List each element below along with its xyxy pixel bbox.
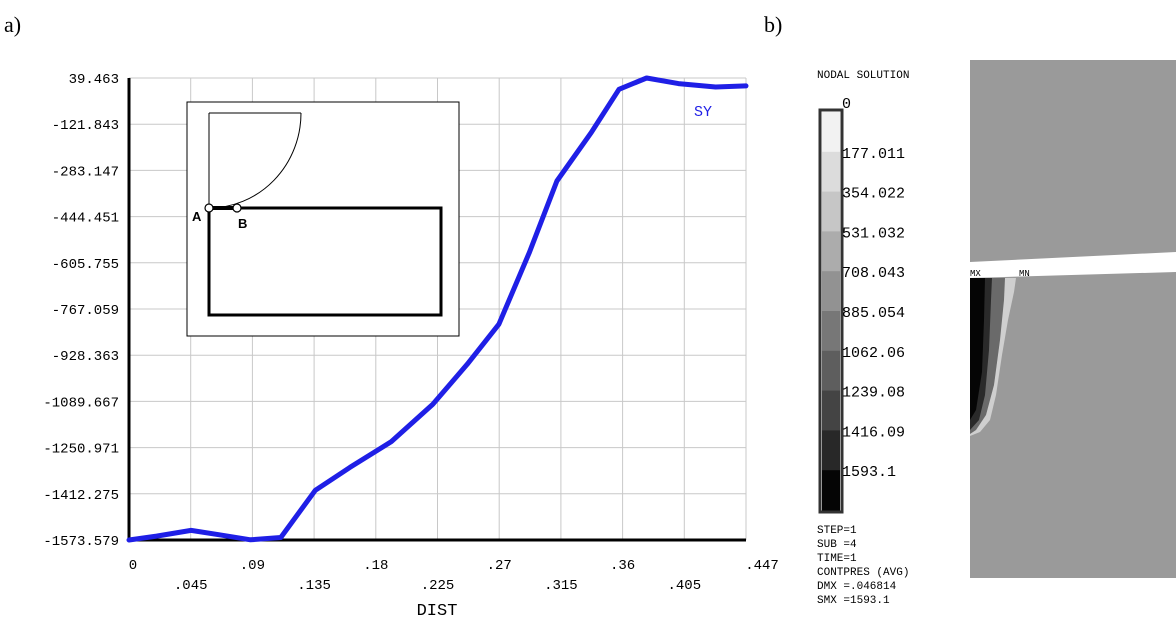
inset-point-b-label: B [238,216,247,231]
legend-level-label: 885.054 [842,305,905,322]
y-tick-label: 39.463 [69,72,119,88]
contact-gap [970,252,1176,278]
y-tick-label: -605.755 [52,257,119,273]
info-line: STEP=1 [817,525,857,537]
y-tick-label: -1089.667 [43,395,119,411]
legend-level-label: 531.032 [842,225,905,242]
legend-level-label: 1593.1 [842,464,896,481]
contour-legend: NODAL SOLUTION 0 177.011 354.022 531.032 708… [817,70,909,607]
inset-diagram: A B [186,101,460,337]
inset-block [207,206,443,317]
legend-title: NODAL SOLUTION [817,70,909,82]
legend-band [822,470,840,511]
legend-band [822,430,840,471]
legend-band [822,271,840,312]
series-label-sy: SY [694,104,712,121]
x-tick-label: .447 [745,558,779,574]
x-tick-label: .135 [297,578,331,594]
legend-band [822,151,840,193]
legend-level-label: 708.043 [842,265,905,282]
y-tick-label: -767.059 [52,303,119,319]
legend-level-label: 1239.08 [842,385,905,402]
y-tick-label: -1573.579 [43,534,119,550]
legend-band [822,191,840,232]
x-tick-label: .405 [667,578,701,594]
x-tick-label: .36 [610,558,635,574]
legend-band [822,231,840,272]
series-line-sy [126,75,749,543]
y-tick-label: -928.363 [52,349,119,365]
y-tick-label: -1250.971 [43,442,119,458]
inset-frame [186,101,460,337]
x-axis-label: DIST [417,602,458,621]
info-line: TIME=1 [817,553,857,565]
info-line: DMX =.046814 [817,581,897,593]
line-chart: 39.463 -121.843 -283.147 -444.451 -605.755 -7… [43,72,778,621]
mx-marker-label: MX [970,269,981,279]
legend-level-label: 0 [842,96,851,113]
legend-frame [818,108,844,514]
y-tick-label: -283.147 [52,164,119,180]
legend-level-label: 177.011 [842,146,905,163]
legend-level-label: 1416.09 [842,424,905,441]
inset-contact-arc [208,112,302,209]
inset-point-b [232,203,242,213]
x-tick-label: .225 [421,578,455,594]
info-line: SMX =1593.1 [817,595,890,607]
x-tick-label: .27 [487,558,512,574]
contact-zone-max [970,278,985,420]
legend-bands [822,112,840,511]
inset-point-a [204,203,214,213]
contour-plot: MX MN [970,60,1176,578]
x-tick-label: .18 [363,558,388,574]
legend-band [822,390,840,431]
legend-level-label: 1062.06 [842,345,905,362]
mn-marker-label: MN [1019,269,1030,279]
inset-point-a-label: A [192,209,202,224]
panel-a-label: a) [4,12,21,37]
y-tick-label: -444.451 [52,211,119,227]
legend-band [822,311,840,352]
info-line: SUB =4 [817,539,857,551]
x-tick-label: .045 [174,578,208,594]
info-line: CONTPRES (AVG) [817,567,909,579]
legend-labels: 0 177.011 354.022 531.032 708.043 885.054 1062… [842,96,905,481]
y-tick-labels: 39.463 -121.843 -283.147 -444.451 -605.755 -7… [43,72,119,550]
x-tick-label: .315 [544,578,578,594]
y-tick-label: -1412.275 [43,488,119,504]
x-tick-labels: 0 .045 .09 .135 .18 .225 .27 .315 .36 .405 .447 [129,558,779,594]
y-tick-label: -121.843 [52,118,119,134]
legend-band [822,350,840,392]
x-tick-label: 0 [129,558,137,574]
panel-b-label: b) [764,12,782,37]
solution-info: STEP=1 SUB =4 TIME=1 CONTPRES (AVG) DMX =.04… [817,525,909,607]
legend-level-label: 354.022 [842,186,905,203]
legend-band [822,112,840,153]
x-tick-label: .09 [240,558,265,574]
